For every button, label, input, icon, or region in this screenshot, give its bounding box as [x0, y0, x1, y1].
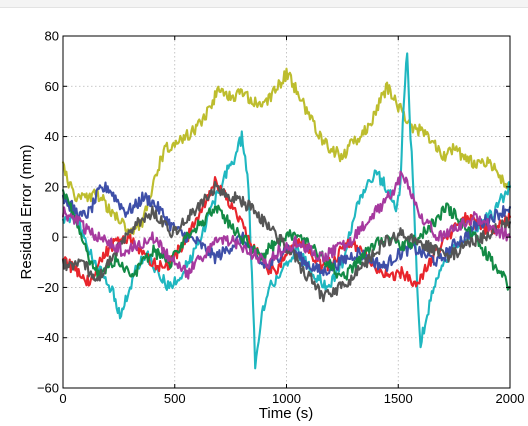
x-axis-label: Time (s) [259, 405, 313, 422]
y-tick-label: −40 [37, 330, 59, 345]
y-tick-label: 80 [45, 29, 59, 44]
x-tick-label: 0 [59, 391, 66, 406]
series-group [61, 52, 512, 370]
y-tick-label: −60 [37, 381, 59, 396]
ticks: 0 500 1000 1500 2000 −60 −40 −20 0 20 40 60 80 [37, 29, 525, 407]
y-axis-label: Residual Error (mm) [18, 144, 35, 279]
y-tick-label: 60 [45, 79, 59, 94]
x-tick-label: 500 [164, 391, 186, 406]
y-tick-label: 40 [45, 129, 59, 144]
x-tick-label: 1500 [384, 391, 413, 406]
x-tick-label: 2000 [496, 391, 525, 406]
x-tick-label: 1000 [272, 391, 301, 406]
series-line-7 [61, 170, 512, 280]
y-tick-label: 20 [45, 179, 59, 194]
series-line-6 [61, 180, 512, 303]
window-top-strip [0, 0, 528, 8]
y-tick-label: 0 [52, 230, 59, 245]
series-line-5 [61, 189, 512, 291]
y-tick-label: −20 [37, 280, 59, 295]
